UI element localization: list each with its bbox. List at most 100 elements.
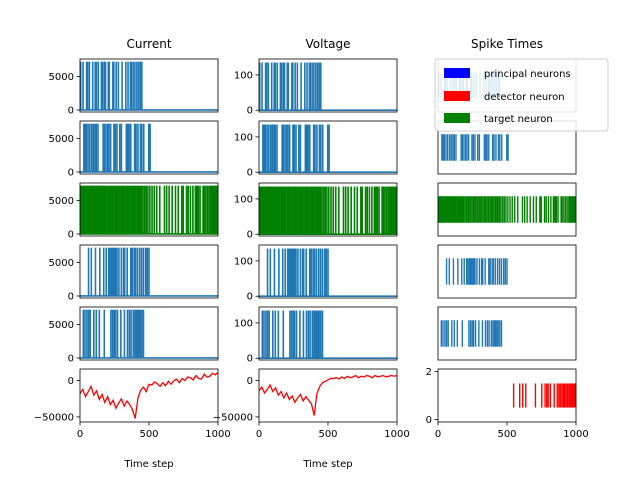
subplot-grid: 0500001000500001000500001000500001000500… [34, 58, 589, 440]
legend: principal neurons detector neuron target… [434, 58, 609, 132]
axes-current-row-4: 0 5000 [49, 244, 219, 302]
y-tick-label: 5000 [49, 134, 74, 145]
y-tick-label: −50000 [213, 412, 253, 423]
y-tick-label: 0 [247, 376, 253, 387]
series-marks [441, 134, 509, 161]
plot-area [438, 369, 576, 422]
x-tick-label: 1000 [205, 429, 230, 440]
axes-frame [258, 244, 398, 299]
axes-frame [258, 182, 398, 237]
series-marks [80, 309, 218, 359]
x-axis-label-current: Time step [123, 459, 173, 470]
axes-frame [437, 306, 577, 361]
column-title-spike-times: Spike Times [471, 37, 543, 51]
y-tick-label: 0 [68, 353, 74, 364]
axes-voltage-row-4: 0 100 [234, 244, 398, 303]
axes-current-row-3: 0 5000 [49, 182, 219, 240]
axes-frame [258, 58, 398, 113]
axes-voltage-row-5: 0 100 [234, 306, 398, 365]
axes-current-row-5: 0 5000 [49, 306, 219, 364]
axes-spike-times-row-4 [437, 244, 577, 299]
x-tick-label: 1000 [384, 429, 409, 440]
column-title-current: Current [126, 37, 171, 51]
axes-frame [79, 306, 219, 361]
axes-frame [79, 244, 219, 299]
legend-swatch-detector-neuron [444, 91, 470, 101]
y-tick-label: 0 [247, 230, 253, 241]
y-tick-label: −50000 [34, 412, 74, 423]
series-marks [258, 62, 397, 112]
y-tick-label: 100 [234, 194, 253, 205]
axes-current-row-2: 0 5000 [49, 120, 219, 178]
detector-current-trace [79, 372, 219, 419]
axes-frame [79, 120, 219, 175]
series-marks [79, 372, 219, 419]
series-marks [259, 310, 397, 360]
axes-voltage-row-3: 0 100 [234, 182, 398, 241]
series-marks [79, 61, 218, 111]
legend-label-target-neuron: target neuron [484, 114, 553, 125]
axes-current-row-1: 0 5000 [49, 58, 219, 116]
series-marks [258, 374, 398, 416]
axes-frame [437, 182, 577, 237]
y-tick-label: 100 [234, 318, 253, 329]
axes-spike-times-row-3 [437, 182, 577, 237]
x-tick-label: 1000 [563, 429, 588, 440]
y-tick-label: 5000 [49, 196, 74, 207]
plot-area [259, 307, 397, 360]
y-tick-label: 5000 [49, 320, 74, 331]
x-tick-label: 0 [256, 429, 262, 440]
x-tick-label: 0 [77, 429, 83, 440]
y-tick-label: 5000 [49, 72, 74, 83]
series-marks [437, 196, 577, 223]
legend-label-principal-neurons: principal neurons [484, 69, 571, 80]
y-tick-label: 5000 [49, 258, 74, 269]
series-marks [512, 383, 577, 408]
y-tick-label: 2 [426, 367, 432, 378]
y-tick-label: 0 [68, 376, 74, 387]
y-tick-label: 0 [247, 168, 253, 179]
axes-frame [79, 58, 219, 113]
y-tick-label: 0 [247, 292, 253, 303]
axes-frame [79, 182, 219, 237]
x-tick-label: 500 [139, 429, 158, 440]
x-tick-label: 500 [497, 429, 516, 440]
detector-voltage-trace [258, 374, 398, 416]
axes-voltage-row-1: 0 100 [234, 58, 398, 117]
legend-label-detector-neuron: detector neuron [484, 92, 565, 103]
series-marks [259, 124, 397, 174]
axes-frame [258, 306, 398, 361]
axes-frame [258, 120, 398, 175]
x-tick-label: 0 [435, 429, 441, 440]
series-marks [80, 247, 218, 297]
plot-area [438, 307, 576, 360]
y-tick-label: 0 [68, 167, 74, 178]
legend-swatch-target-neuron [444, 113, 470, 123]
y-tick-label: 0 [247, 354, 253, 365]
series-marks [440, 320, 503, 347]
y-tick-label: 0 [247, 106, 253, 117]
series-marks [80, 123, 218, 173]
series-marks [79, 185, 219, 235]
axes-spike-times-row-6: 0 2 0 500 1000 [426, 367, 589, 440]
x-axis-label-voltage: Time step [302, 459, 352, 470]
x-tick-label: 500 [318, 429, 337, 440]
axes-spike-times-row-5 [437, 306, 577, 361]
y-tick-label: 0 [426, 415, 432, 426]
y-tick-label: 0 [68, 291, 74, 302]
legend-swatch-principal-neurons [444, 68, 470, 78]
series-marks [259, 248, 397, 298]
series-marks [445, 258, 508, 285]
column-title-voltage: Voltage [305, 37, 350, 51]
y-tick-label: 100 [234, 70, 253, 81]
y-tick-label: 0 [68, 229, 74, 240]
y-tick-label: 100 [234, 132, 253, 143]
legend-frame [434, 58, 609, 132]
plot-area [259, 369, 397, 422]
axes-voltage-row-2: 0 100 [234, 120, 398, 179]
y-tick-label: 0 [68, 105, 74, 116]
y-tick-label: 100 [234, 256, 253, 267]
